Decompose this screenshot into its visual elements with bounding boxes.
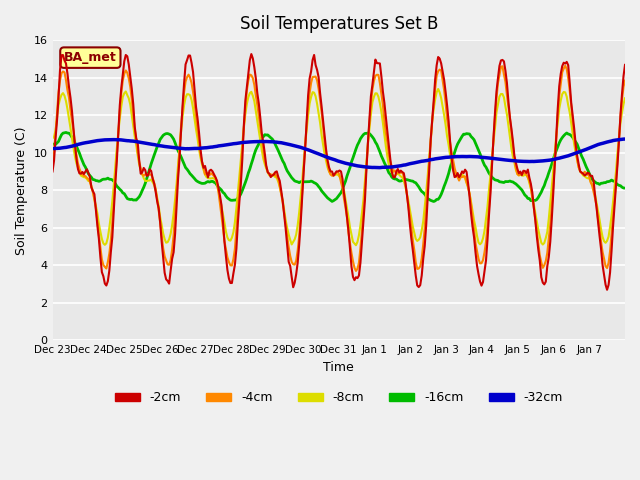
-8cm [352,242,360,248]
Line: -16cm: -16cm [52,132,625,202]
-32cm [68,144,76,149]
-8cm [68,135,76,141]
-16cm [88,174,95,180]
-2cm [543,264,551,269]
-32cm [376,165,384,170]
-32cm [618,136,626,142]
-8cm [460,173,467,179]
-4cm [458,174,466,180]
-4cm [68,118,76,123]
Line: -32cm: -32cm [52,139,625,168]
Line: -8cm: -8cm [52,89,625,245]
-32cm [49,146,56,152]
-2cm [621,62,629,68]
-16cm [430,199,438,204]
-32cm [543,157,551,163]
X-axis label: Time: Time [323,361,354,374]
-2cm [604,287,611,293]
Line: -2cm: -2cm [52,54,625,290]
-32cm [343,161,351,167]
-4cm [352,268,360,274]
-16cm [49,141,56,147]
-2cm [345,228,353,233]
-4cm [621,78,629,84]
-32cm [621,136,629,142]
Title: Soil Temperatures Set B: Soil Temperatures Set B [239,15,438,33]
-2cm [86,174,93,180]
-2cm [248,51,255,57]
Line: -4cm: -4cm [52,66,625,271]
-2cm [68,108,76,114]
-32cm [86,139,93,145]
-8cm [621,96,629,101]
Text: BA_met: BA_met [64,51,116,64]
-4cm [620,84,627,90]
-8cm [435,86,442,92]
-2cm [49,168,56,174]
-16cm [62,130,70,135]
-4cm [49,158,56,164]
-2cm [458,168,466,174]
-16cm [621,185,629,191]
-4cm [561,63,569,69]
Legend: -2cm, -4cm, -8cm, -16cm, -32cm: -2cm, -4cm, -8cm, -16cm, -32cm [109,386,568,409]
-16cm [460,132,467,137]
-8cm [343,205,351,211]
-4cm [343,215,351,220]
-32cm [458,154,466,159]
-4cm [543,250,551,256]
-16cm [620,185,627,191]
-16cm [545,170,552,176]
-2cm [620,73,627,79]
Y-axis label: Soil Temperature (C): Soil Temperature (C) [15,126,28,254]
-4cm [86,179,93,185]
-16cm [70,136,77,142]
-8cm [86,179,93,184]
-8cm [620,101,627,107]
-8cm [545,216,552,222]
-16cm [345,169,353,175]
-8cm [49,135,56,141]
